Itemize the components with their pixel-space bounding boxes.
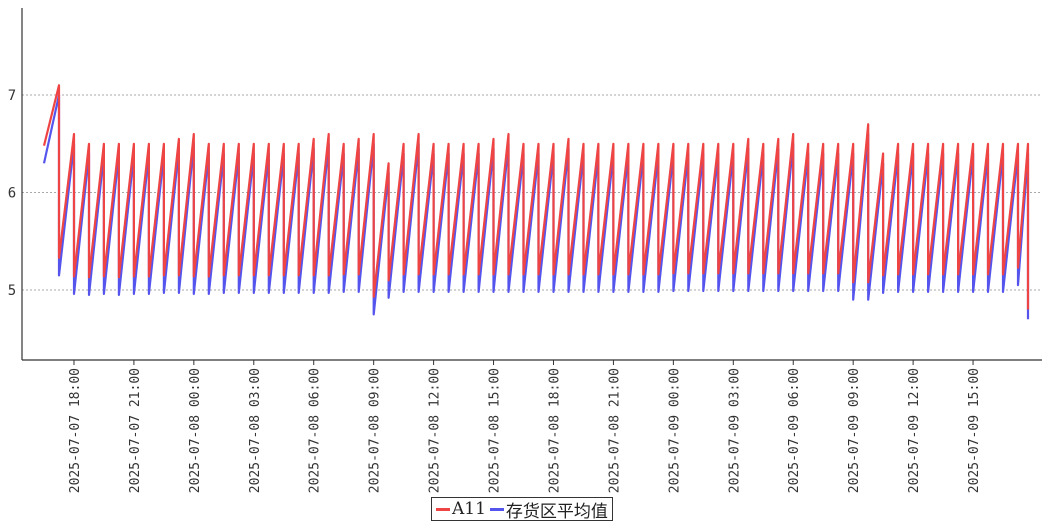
x-tick-label-0: 2025-07-07 18:00 [68, 368, 83, 493]
x-tick-label-11: 2025-07-09 03:00 [727, 368, 742, 493]
x-tick-label-9: 2025-07-08 21:00 [607, 368, 622, 493]
x-tick-label-8: 2025-07-08 18:00 [547, 368, 562, 493]
x-tick-label-12: 2025-07-09 06:00 [787, 368, 802, 493]
y-tick-label-5: 5 [8, 283, 16, 299]
legend-swatch-average [489, 507, 504, 511]
series-layer [42, 84, 1030, 320]
x-tick-label-6: 2025-07-08 12:00 [428, 368, 443, 493]
x-tick-label-14: 2025-07-09 12:00 [907, 368, 922, 493]
x-tick-label-4: 2025-07-08 06:00 [308, 368, 323, 493]
axis-layer: 5 6 7 2025-07-07 18:00 2025-07-07 21:00 2025-… [8, 8, 1042, 493]
legend-swatch-a11 [436, 507, 450, 511]
y-tick-label-7: 7 [8, 88, 16, 104]
legend-label-a11: A11 [452, 499, 486, 519]
series-line-a11 [42, 84, 1030, 310]
x-tick-label-13: 2025-07-09 09:00 [847, 368, 862, 493]
series-line-average [42, 93, 1030, 320]
legend-item-average: 存货区平均值 [489, 497, 608, 522]
legend-item-a11: A11 [436, 499, 486, 519]
x-tick-label-10: 2025-07-09 00:00 [667, 368, 682, 493]
legend: A11 存货区平均值 [431, 497, 613, 522]
y-tick-label-6: 6 [8, 186, 16, 202]
x-tick-label-2: 2025-07-08 00:00 [188, 368, 203, 493]
x-tick-label-5: 2025-07-08 09:00 [368, 368, 383, 493]
legend-label-average: 存货区平均值 [505, 501, 608, 522]
x-tick-label-1: 2025-07-07 21:00 [128, 368, 143, 493]
x-tick-label-7: 2025-07-08 15:00 [488, 368, 503, 493]
x-tick-label-3: 2025-07-08 03:00 [248, 368, 263, 493]
x-tick-label-15: 2025-07-09 15:00 [967, 368, 982, 493]
